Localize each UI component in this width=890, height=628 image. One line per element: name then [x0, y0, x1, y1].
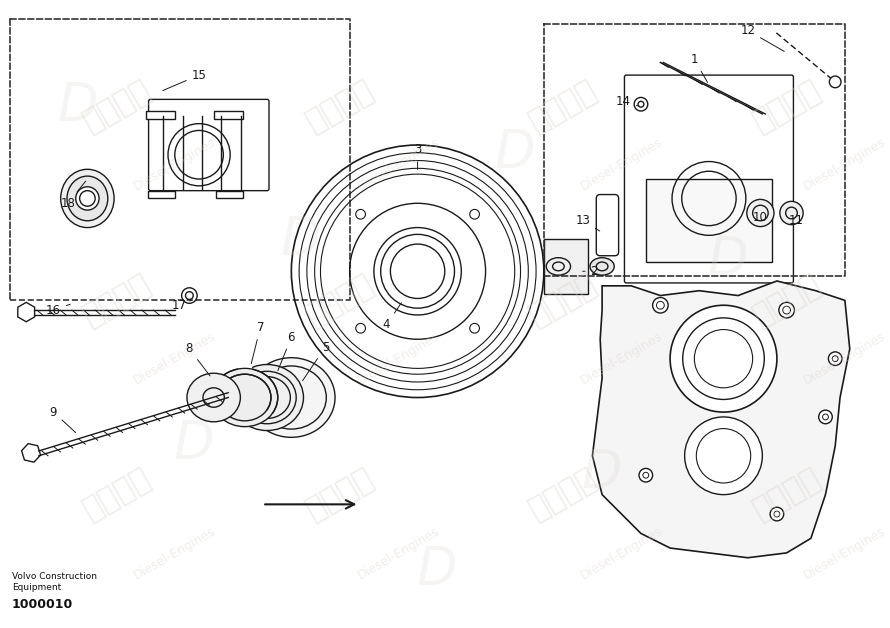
- Text: Diesel-Engines: Diesel-Engines: [355, 136, 441, 193]
- Ellipse shape: [61, 170, 114, 227]
- Text: 15: 15: [163, 68, 206, 90]
- FancyBboxPatch shape: [625, 75, 793, 283]
- Text: Diesel-Engines: Diesel-Engines: [578, 330, 665, 387]
- Circle shape: [684, 417, 763, 495]
- Text: Diesel-Engines: Diesel-Engines: [132, 136, 218, 193]
- Text: Diesel-Engines: Diesel-Engines: [132, 524, 218, 582]
- Text: 1: 1: [691, 53, 708, 82]
- Text: 紫发动力: 紫发动力: [77, 75, 156, 137]
- Text: 紫发动力: 紫发动力: [748, 75, 826, 137]
- Text: D: D: [582, 447, 622, 499]
- Text: 7: 7: [251, 321, 264, 364]
- Ellipse shape: [546, 257, 570, 275]
- Text: 紫发动力: 紫发动力: [77, 269, 156, 331]
- Text: 3: 3: [414, 143, 421, 170]
- Text: D: D: [417, 544, 457, 597]
- Text: Diesel-Engines: Diesel-Engines: [578, 136, 665, 193]
- Ellipse shape: [212, 369, 278, 426]
- FancyBboxPatch shape: [596, 195, 619, 256]
- Bar: [215, 191, 243, 198]
- Text: 5: 5: [303, 340, 329, 381]
- Circle shape: [639, 468, 652, 482]
- Text: 紫发动力: 紫发动力: [301, 75, 379, 137]
- Text: Diesel-Engines: Diesel-Engines: [802, 136, 888, 193]
- Circle shape: [652, 298, 668, 313]
- Text: 12: 12: [740, 24, 784, 51]
- Ellipse shape: [247, 358, 335, 437]
- Text: 13: 13: [575, 214, 600, 231]
- Text: Diesel-Engines: Diesel-Engines: [132, 330, 218, 387]
- Text: Diesel-Engines: Diesel-Engines: [802, 524, 888, 582]
- Circle shape: [747, 200, 774, 227]
- Text: 紫发动力: 紫发动力: [524, 269, 603, 331]
- Text: 紫发动力: 紫发动力: [524, 464, 603, 526]
- Circle shape: [819, 410, 832, 424]
- Bar: [544, 239, 587, 294]
- Text: D: D: [280, 214, 321, 266]
- Text: D: D: [57, 80, 98, 132]
- Text: Diesel-Engines: Diesel-Engines: [802, 330, 888, 387]
- Text: 2: 2: [583, 265, 598, 278]
- Circle shape: [670, 305, 777, 412]
- Text: D: D: [495, 127, 535, 179]
- Circle shape: [76, 187, 99, 210]
- Text: 9: 9: [50, 406, 76, 433]
- Ellipse shape: [590, 257, 614, 275]
- Text: 18: 18: [61, 181, 85, 210]
- PathPatch shape: [593, 281, 850, 558]
- Text: 紫发动力: 紫发动力: [748, 464, 826, 526]
- Bar: [646, 179, 772, 261]
- Text: 16: 16: [46, 303, 70, 317]
- Text: 6: 6: [278, 331, 295, 371]
- Text: 1000010: 1000010: [12, 598, 73, 610]
- Circle shape: [829, 352, 842, 365]
- Text: 11: 11: [789, 214, 804, 227]
- Text: Diesel-Engines: Diesel-Engines: [355, 330, 441, 387]
- Text: D: D: [174, 418, 214, 470]
- Ellipse shape: [231, 364, 303, 431]
- Ellipse shape: [187, 373, 240, 422]
- FancyBboxPatch shape: [149, 99, 269, 191]
- Bar: [148, 191, 174, 198]
- Text: 4: 4: [383, 303, 401, 331]
- Text: 14: 14: [616, 95, 639, 108]
- Text: Diesel-Engines: Diesel-Engines: [355, 524, 441, 582]
- Text: 8: 8: [186, 342, 210, 376]
- Text: 紫发动力: 紫发动力: [301, 269, 379, 331]
- Text: 紫发动力: 紫发动力: [524, 75, 603, 137]
- Circle shape: [779, 302, 795, 318]
- Circle shape: [780, 202, 803, 225]
- Circle shape: [829, 76, 841, 88]
- Text: Volvo Construction
Equipment: Volvo Construction Equipment: [12, 572, 97, 592]
- Ellipse shape: [67, 176, 108, 221]
- Text: Diesel-Engines: Diesel-Engines: [578, 524, 665, 582]
- Text: 紫发动力: 紫发动力: [77, 464, 156, 526]
- Bar: [214, 111, 243, 119]
- Text: 17: 17: [172, 299, 191, 311]
- Text: 紫发动力: 紫发动力: [748, 269, 826, 331]
- Text: 紫发动力: 紫发动力: [301, 464, 379, 526]
- Circle shape: [770, 507, 784, 521]
- Bar: [146, 111, 174, 119]
- Text: D: D: [708, 234, 748, 286]
- Text: 10: 10: [753, 212, 768, 224]
